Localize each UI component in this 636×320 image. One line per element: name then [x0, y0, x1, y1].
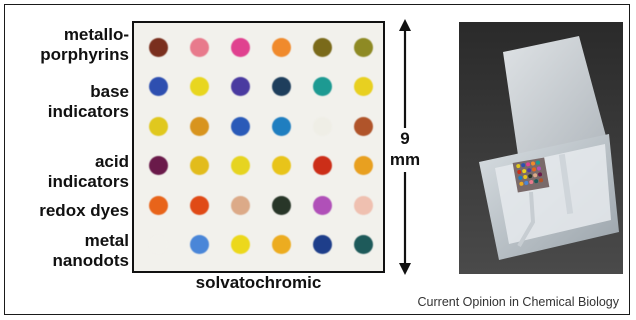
sensor-spot	[148, 195, 168, 215]
sensor-spot	[148, 116, 168, 136]
array-caption: solvatochromic	[195, 273, 322, 292]
sensor-spot	[271, 37, 291, 57]
sensor-spot	[312, 235, 332, 254]
sensor-spot	[312, 195, 332, 215]
cartridge-photo	[459, 22, 623, 274]
sensor-spot	[271, 235, 291, 254]
sensor-spot	[312, 77, 332, 96]
sensor-spot	[148, 156, 168, 175]
sensor-spot	[230, 195, 250, 215]
sensor-spot	[230, 235, 250, 254]
sensor-spot	[271, 77, 291, 96]
label-base-indicators: base indicators	[47, 82, 129, 121]
label-acid-indicators: acid indicators	[47, 152, 129, 191]
sensor-spot	[148, 77, 168, 96]
label-metal-nanodots: metal nanodots	[52, 231, 130, 270]
sensor-spot	[353, 37, 373, 57]
sensor-spot	[148, 235, 168, 254]
sensor-spot	[353, 156, 373, 175]
sensor-spot	[230, 156, 250, 175]
sensor-spot	[312, 37, 332, 57]
sensor-spot	[189, 235, 209, 254]
sensor-spot	[189, 116, 209, 136]
sensor-spot	[353, 195, 373, 215]
sensor-spot	[353, 116, 373, 136]
sensor-cartridge-image	[459, 22, 623, 274]
sensor-spot	[189, 195, 209, 215]
sensor-spot	[271, 116, 291, 136]
sensor-spot	[353, 235, 373, 254]
label-redox-dyes: redox dyes	[39, 201, 129, 220]
label-metalloporphyrins: metallo- porphyrins	[40, 25, 129, 64]
scale-bar: 9 mm	[387, 17, 423, 277]
colorimetric-sensor-array	[132, 21, 385, 273]
sensor-spot	[189, 156, 209, 175]
sensor-spot	[189, 37, 209, 57]
sensor-spot	[230, 37, 250, 57]
sensor-spot	[353, 77, 373, 96]
sensor-spot	[271, 195, 291, 215]
scale-label: 9 mm	[387, 128, 423, 172]
sensor-spot	[148, 37, 168, 57]
sensor-spot	[312, 116, 332, 136]
sensor-spot	[271, 156, 291, 175]
sensor-spot	[230, 77, 250, 96]
row-labels: metallo- porphyrins base indicators acid…	[5, 5, 129, 285]
sensor-spot	[189, 77, 209, 96]
sensor-spot	[230, 116, 250, 136]
figure-credit: Current Opinion in Chemical Biology	[417, 295, 619, 309]
sensor-spot	[312, 156, 332, 175]
figure-frame: metallo- porphyrins base indicators acid…	[4, 4, 630, 315]
